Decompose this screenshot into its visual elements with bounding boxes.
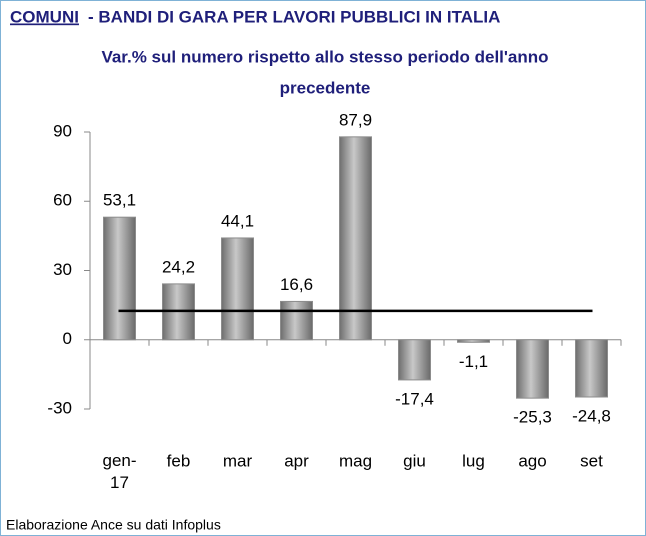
bar <box>398 339 431 381</box>
bar <box>339 136 372 341</box>
x-tick-label: ago <box>518 451 546 470</box>
x-tick-label: giu <box>403 451 426 470</box>
bar <box>457 339 490 343</box>
y-tick-label: 30 <box>53 260 72 279</box>
source-note: Elaborazione Ance su dati Infoplus <box>6 517 221 533</box>
x-tick-label: lug <box>462 451 485 470</box>
y-tick-label: 0 <box>63 329 72 348</box>
chart-title: - BANDI DI GARA PER LAVORI PUBBLICI IN I… <box>88 7 500 26</box>
y-tick-label: 60 <box>53 191 72 210</box>
x-tick-label: feb <box>167 451 191 470</box>
data-label: 87,9 <box>339 110 372 129</box>
subtitle: Var.% sul numero rispetto allo stesso pe… <box>101 47 548 66</box>
data-label: 44,1 <box>221 211 254 230</box>
data-label: -1,1 <box>459 352 488 371</box>
x-tick-label: apr <box>284 451 309 470</box>
data-label: -17,4 <box>395 389 434 408</box>
data-label: 24,2 <box>162 257 195 276</box>
subtitle: precedente <box>280 78 371 97</box>
x-tick-label: gen-17 <box>102 451 136 492</box>
x-tick-label: mar <box>223 451 253 470</box>
chart-title-underlined: COMUNI <box>10 7 79 26</box>
bar <box>280 300 313 341</box>
y-tick-label: 90 <box>53 121 72 140</box>
bar <box>516 339 549 399</box>
data-label: 53,1 <box>103 191 136 210</box>
y-tick-label: -30 <box>47 398 72 417</box>
bar <box>221 237 254 341</box>
bar <box>575 339 608 398</box>
data-label: 16,6 <box>280 275 313 294</box>
x-tick-label: mag <box>339 451 372 470</box>
x-tick-label: set <box>580 451 603 470</box>
bar <box>103 216 136 341</box>
data-label: -25,3 <box>513 408 552 427</box>
data-label: -24,8 <box>572 406 611 425</box>
